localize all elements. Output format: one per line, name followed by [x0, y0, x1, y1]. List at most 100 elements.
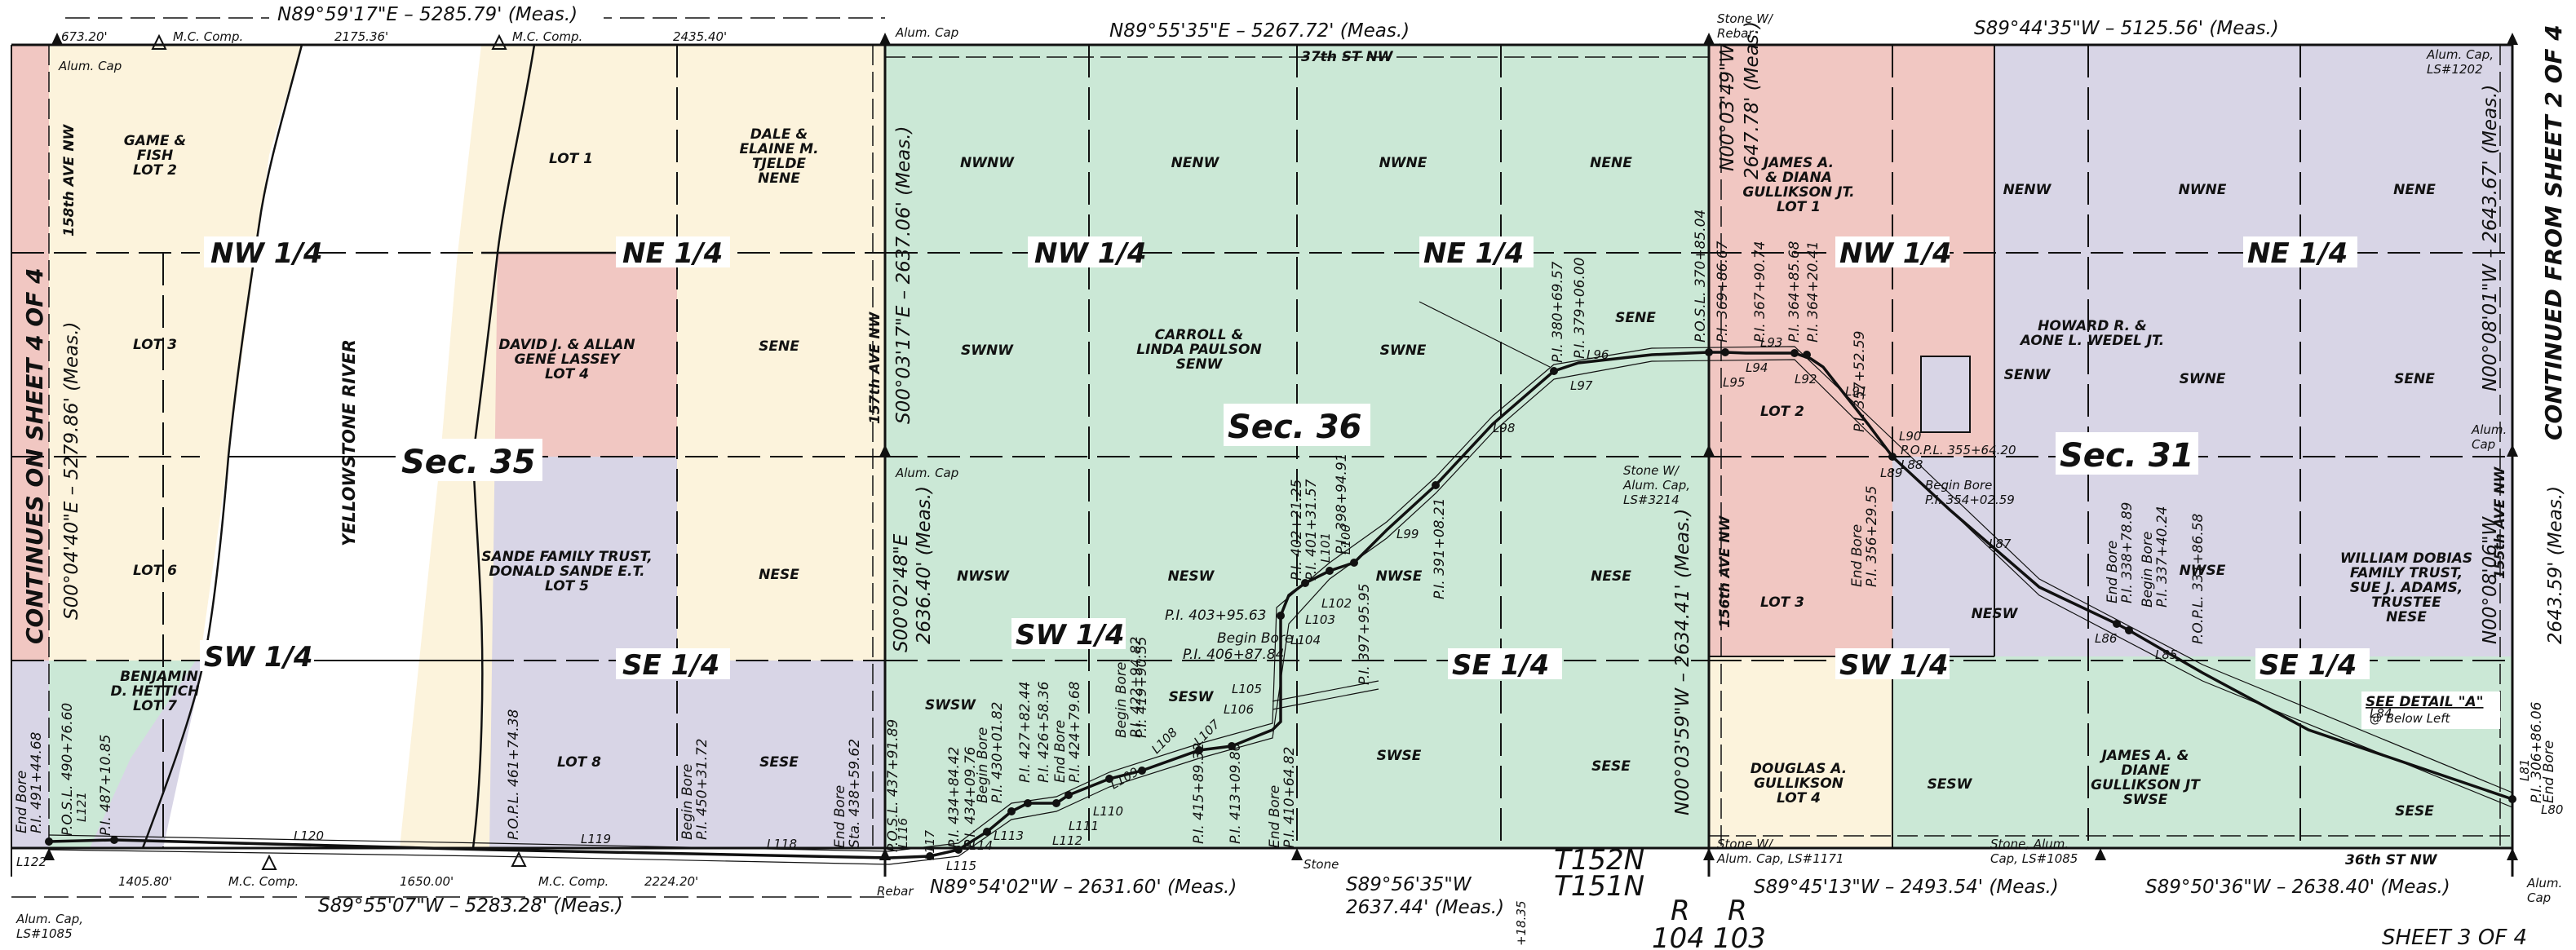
road-labels: 158th AVE NW 157th AVE NW 156th AVE NW 1… — [61, 49, 2508, 868]
qq-swsw: SWSW — [925, 697, 976, 714]
dim-5: 1650.00' — [400, 874, 454, 889]
note-continues-sheet-4: CONTINUES ON SHEET 4 OF 4 — [21, 267, 48, 644]
pi-bb406-2: P.I. 406+87.84 — [1183, 647, 1285, 663]
side-notes: CONTINUES ON SHEET 4 OF 4 CONTINUED FROM… — [21, 24, 2567, 644]
seg-L118: L118 — [767, 837, 797, 851]
bearing-north-31: S89°44'35"W – 5125.56' (Meas.) — [1974, 18, 2279, 39]
dim-1: 673.20' — [61, 29, 108, 44]
section-31: Sec. 31 — [2060, 437, 2193, 475]
pi-pos437: P.O.S.L. 437+91.89 — [885, 719, 901, 852]
mon-alum-cap-e-2: Cap — [2472, 437, 2495, 452]
quarter-se35: SE 1/4 — [622, 649, 719, 682]
seg-L93: L93 — [1760, 335, 1782, 350]
quarter-nw35: NW 1/4 — [210, 237, 323, 270]
lot-sf-1: SANDE FAMILY TRUST, — [481, 549, 653, 565]
road-36th: 36th ST NW — [2345, 852, 2438, 868]
qq-nene: NENE — [1590, 155, 1632, 171]
dim-4: 1405.80' — [118, 874, 172, 889]
bearing-south-36e-a: S89°56'35"W — [1346, 874, 1472, 895]
lot-owner-labels: GAME & FISH LOT 2 LOT 3 LOT 6 BENJAMIN D… — [111, 126, 2473, 808]
lot-dl-1: DAVID J. & ALLAN — [498, 337, 635, 353]
lot-gf-1: GAME & — [124, 133, 186, 149]
seg-L90: L90 — [1899, 429, 1921, 444]
qq-nesw31: NESW — [1972, 606, 2019, 622]
lot-jg-4: LOT 1 — [1777, 199, 1821, 215]
qq-nwsw: NWSW — [957, 568, 1010, 585]
mon-stone-ls3214-3: LS#3214 — [1623, 493, 1680, 507]
pi-415: P.I. 415+89.32 — [1191, 743, 1207, 845]
quarter-nw36: NW 1/4 — [1034, 237, 1147, 270]
dim-2: 2175.36' — [334, 29, 388, 44]
bearing-south-36e-b: 2637.44' (Meas.) — [1346, 897, 1504, 918]
bearing-mid-36a: S00°03'17"E – 2637.06' (Meas.) — [893, 126, 914, 424]
qq-nesw: NESW — [1168, 568, 1215, 585]
quarter-nw31: NW 1/4 — [1839, 237, 1952, 270]
qq-nese35: NESE — [759, 567, 799, 583]
pi-357: P.I. 357+52.59 — [1852, 331, 1868, 433]
bearing-south-31e: S89°50'36"W – 2638.40' (Meas.) — [2145, 877, 2450, 898]
pi-eb410-2: P.I. 410+64.82 — [1281, 747, 1298, 849]
pi-487: P.I. 487+10.85 — [98, 735, 114, 837]
lot-jd-1: JAMES A. & — [2100, 748, 2189, 764]
pi-391: P.I. 391+08.21 — [1432, 498, 1448, 600]
qq-labels: NWNW NENW NWNE NENE SWNW SWNE SENE NWSW … — [759, 155, 2436, 820]
seg-L114: L114 — [963, 838, 993, 853]
pi-bb354-2: P.I. 354+02.59 — [1925, 493, 2015, 507]
seg-L104: L104 — [1290, 633, 1321, 647]
seg-L105: L105 — [1232, 682, 1262, 696]
mon-stone-ls3214-1: Stone W/ — [1623, 463, 1680, 478]
lot-wd-5: NESE — [2386, 609, 2427, 625]
seg-L89: L89 — [1880, 466, 1902, 480]
seg-L101: L101 — [1318, 532, 1333, 563]
bearing-east-31s-1: N00°08'06"W — [2480, 516, 2501, 644]
pi-bb354-1: Begin Bore — [1925, 478, 1992, 493]
lot-1-35: LOT 1 — [549, 151, 593, 167]
bearing-north-35: N89°59'17"E – 5285.79' (Meas.) — [277, 4, 578, 25]
mon-mc-comp-2: M.C. Comp. — [512, 29, 582, 44]
pi-bb450-1: Begin Bore — [679, 764, 696, 840]
section-36: Sec. 36 — [1228, 409, 1361, 446]
qq-sene: SENE — [1615, 310, 1656, 326]
lot-wd-4: TRUSTEE — [2371, 594, 2441, 611]
range-r103-a: R — [1728, 895, 1747, 927]
seg-L103: L103 — [1305, 612, 1335, 627]
lot-wd-2: FAMILY TRUST, — [2350, 565, 2463, 581]
pi-eb306-1: End Bore — [2541, 740, 2557, 803]
lot-6-35: LOT 6 — [133, 563, 177, 579]
seg-L119: L119 — [581, 832, 611, 846]
township-t151n: T151N — [1554, 870, 1644, 903]
pi-434b: P.I. 434+84.42 — [946, 747, 963, 849]
range-r104-b: 104 — [1652, 922, 1705, 950]
lot-jg-1: JAMES A. — [1761, 155, 1834, 171]
pi-station-labels: P.O.S.L. 370+85.04 P.I. 369+86.67 P.I. 3… — [14, 210, 2557, 852]
pi-430-1: Begin Bore — [975, 727, 991, 803]
pi-eb356-2: P.I. 356+29.55 — [1864, 486, 1880, 588]
mon-mc-comp-1: M.C. Comp. — [173, 29, 243, 44]
seg-L121: L121 — [74, 792, 89, 822]
pi-398: P.I. 398+94.91 — [1334, 453, 1350, 555]
mon-stone-ls1171-2: Alum. Cap, LS#1171 — [1716, 851, 1843, 866]
dim-6: 2224.20' — [644, 874, 698, 889]
pi-bb422-2: P.I. 422+94.82 — [1128, 637, 1144, 739]
lot-jd-2: DIANE — [2121, 762, 2170, 779]
bearing-east-36n-2: 2647.78' (Meas.) — [1742, 21, 1763, 179]
mon-rebar: Rebar — [877, 884, 914, 899]
qq-nenw: NENW — [1171, 155, 1220, 171]
seg-L81: L81 — [2517, 759, 2532, 781]
mon-stone-ls1171-1: Stone W/ — [1717, 837, 1774, 851]
qq-sese: SESE — [1591, 758, 1631, 775]
section-35: Sec. 35 — [401, 444, 535, 481]
river-label: YELLOWSTONE RIVER — [339, 339, 359, 546]
road-158th: 158th AVE NW — [61, 123, 77, 236]
section-lines — [11, 17, 2514, 898]
mon-stone-ls1085-2: Cap, LS#1085 — [1990, 851, 2078, 866]
pi-bb406-1: Begin Bore — [1217, 630, 1293, 647]
qq-sesw31: SESW — [1928, 776, 1973, 793]
pi-eb306-2: P.I. 306+86.06 — [2529, 701, 2545, 803]
seg-L110: L110 — [1093, 804, 1123, 819]
mon-stone-rebar-1: Stone W/ — [1717, 11, 1774, 26]
section-labels: Sec. 35 Sec. 36 Sec. 31 — [396, 404, 2198, 481]
lot-hw-1: HOWARD R. & — [2038, 318, 2147, 334]
lot-3-35: LOT 3 — [133, 337, 177, 353]
qq-sene31: SENE — [2394, 371, 2435, 387]
